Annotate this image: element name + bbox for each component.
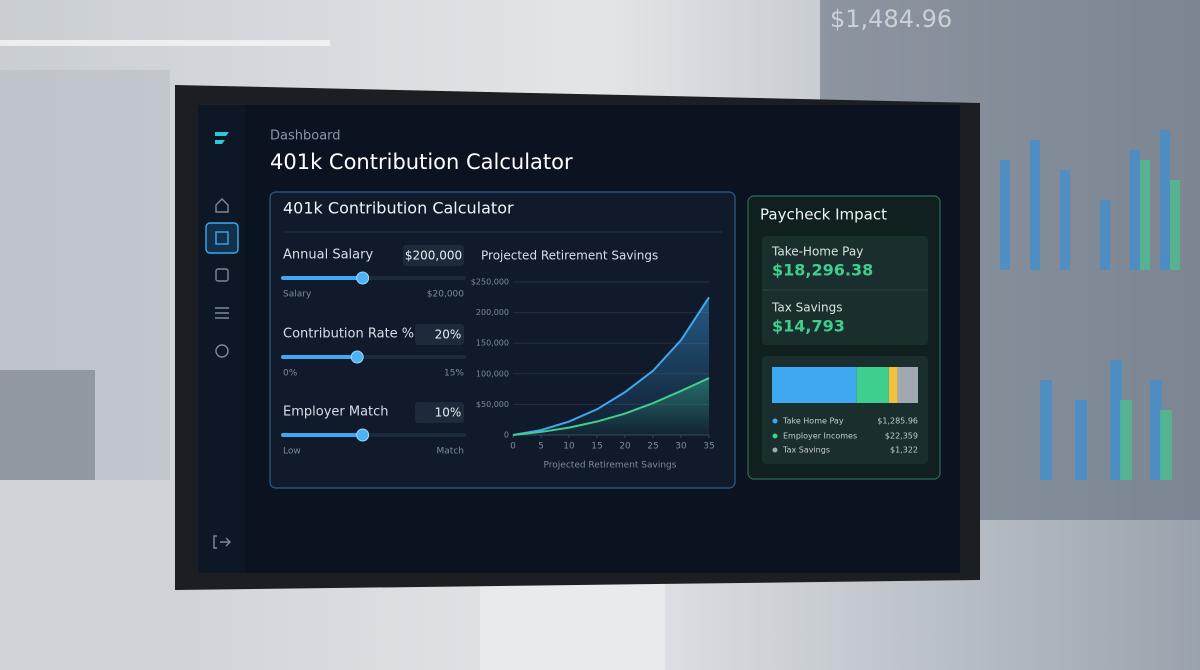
y-tick-label: 150,000 (476, 339, 509, 348)
slider-min: Low (283, 447, 301, 457)
series-line (512, 296, 710, 436)
ceiling-light (0, 40, 330, 46)
legend-value: $1,322 (890, 446, 918, 455)
slider-max: Match (437, 447, 464, 457)
legend-value: $1,285.96 (877, 417, 918, 426)
legend-label: Employer Incomes (783, 432, 857, 441)
card-value: $14,793 (772, 317, 845, 336)
background-bars (1000, 130, 1170, 480)
panel-title: 401k Contribution Calculator (283, 199, 514, 218)
x-tick-label: 5 (538, 442, 544, 452)
slider-knob (356, 271, 370, 285)
slider-min: Salary (283, 290, 312, 300)
page-title: 401k Contribution Calculator (270, 150, 573, 174)
slider-knob (350, 350, 364, 364)
background-amount: $1,484.96 (830, 5, 952, 33)
background-bars-green (1120, 160, 1180, 480)
bar-segment (772, 367, 857, 403)
x-tick-label: 10 (563, 442, 575, 452)
y-tick-label: 0 (504, 431, 509, 440)
slider-knob (356, 428, 370, 442)
slider-max: $20,000 (427, 290, 464, 300)
monitor-stand (480, 575, 665, 670)
value-box (415, 402, 464, 423)
x-tick-label: 15 (591, 442, 602, 452)
x-axis-label: Projected Retirement Savings (544, 461, 677, 471)
paycheck-title: Paycheck Impact (760, 206, 887, 224)
sidebar-icons (205, 198, 239, 549)
bar-segment (856, 367, 889, 403)
x-tick-label: 30 (675, 442, 687, 452)
slider-label: Contribution Rate % (283, 327, 414, 342)
series-line (512, 377, 710, 436)
desk (0, 480, 200, 670)
slider-min: 0% (283, 369, 298, 379)
chart-title: Projected Retirement Savings (481, 249, 658, 263)
legend-label: Tax Savings (782, 446, 830, 455)
card-value: $18,296.38 (772, 261, 873, 280)
card-label: Take-Home Pay (771, 245, 863, 259)
y-tick-label: $50,000 (476, 400, 509, 409)
sidebar (198, 105, 245, 573)
x-tick-label: 35 (703, 442, 714, 452)
y-tick-label: 200,000 (476, 308, 509, 317)
slider-value: $200,000 (405, 249, 462, 263)
legend-label: Take Home Pay (782, 417, 844, 426)
slider-value: 10% (435, 406, 462, 420)
bar-segment (888, 367, 898, 403)
slider-label: Employer Match (283, 405, 389, 420)
value-box (415, 324, 464, 345)
legend-dot (772, 418, 778, 424)
x-tick-label: 0 (510, 442, 516, 452)
x-tick-label: 20 (619, 442, 631, 452)
dynamic-layer: Annual Salary $200,000 Salary $20,000 Contri… (281, 245, 918, 471)
office-screen (0, 370, 95, 490)
y-tick-label: 100,000 (476, 369, 509, 378)
x-tick-label: 25 (647, 442, 658, 452)
slider-value: 20% (435, 328, 462, 342)
slider-label: Annual Salary (283, 248, 373, 263)
legend-dot (772, 433, 778, 439)
bar-segment (897, 367, 918, 403)
breadcrumb: Dashboard (270, 129, 341, 144)
slider-max: 15% (444, 369, 464, 379)
logo (215, 132, 229, 144)
y-tick-label: $250,000 (471, 278, 509, 287)
series-area (513, 378, 709, 435)
card-label: Tax Savings (771, 301, 843, 315)
legend-value: $22,359 (885, 432, 918, 441)
legend-dot (772, 447, 778, 453)
value-box (403, 245, 464, 266)
